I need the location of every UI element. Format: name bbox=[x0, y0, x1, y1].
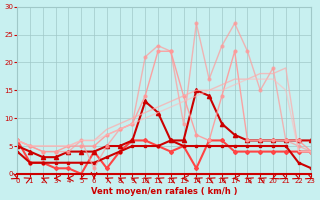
X-axis label: Vent moyen/en rafales ( km/h ): Vent moyen/en rafales ( km/h ) bbox=[91, 187, 238, 196]
